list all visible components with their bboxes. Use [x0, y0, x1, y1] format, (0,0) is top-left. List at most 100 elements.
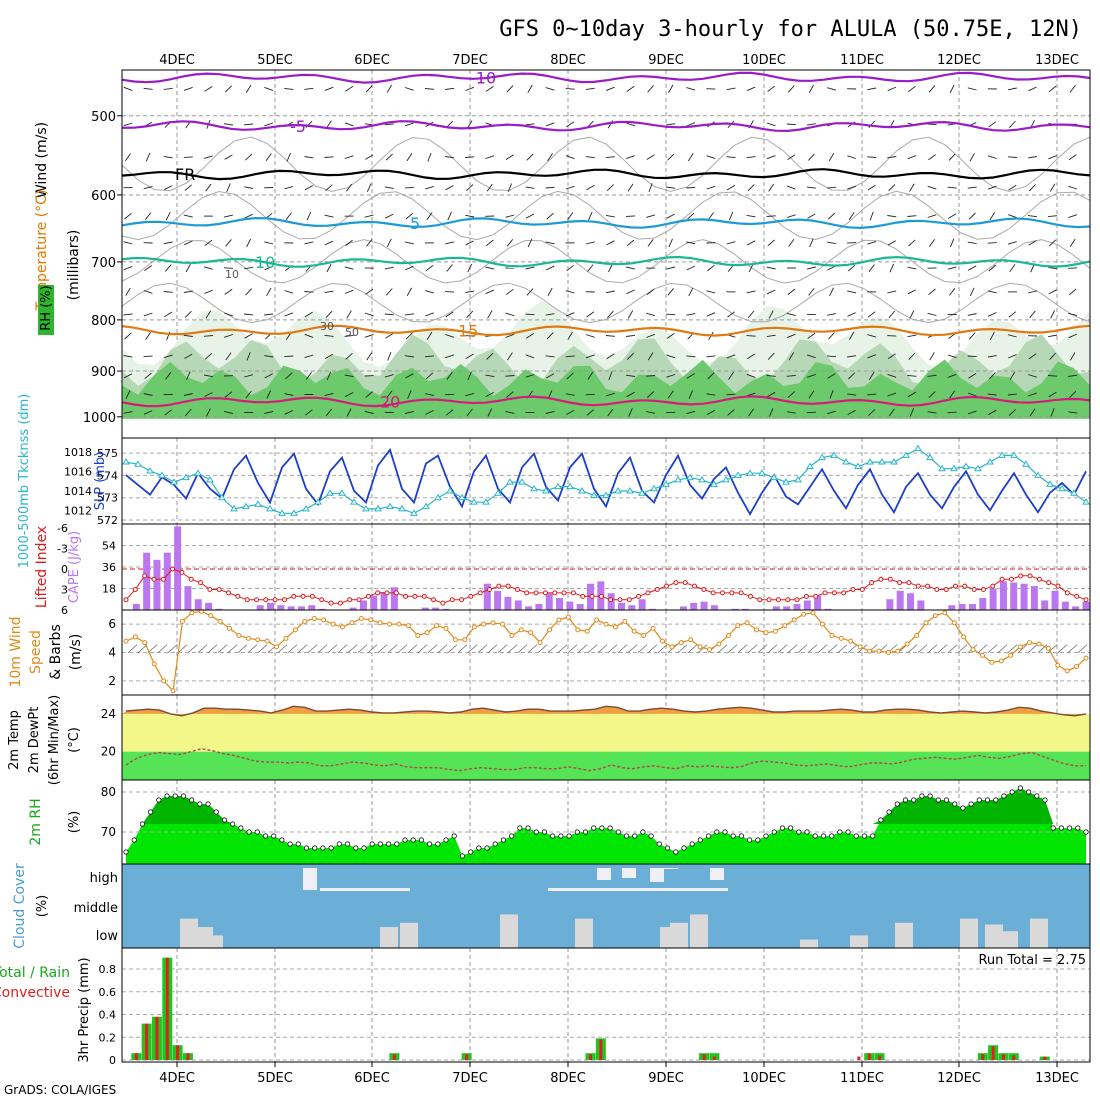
- lifted-index-point: [1037, 577, 1041, 581]
- lifted-index-point: [935, 588, 939, 592]
- rh-point: [764, 834, 768, 838]
- rh-point: [255, 830, 259, 834]
- wind-speed-point: [397, 622, 401, 626]
- surface-wind-barb: [258, 645, 267, 653]
- wind-speed-point: [529, 631, 533, 635]
- lifted-index-point: [599, 594, 603, 598]
- wind-speed-point: [152, 662, 156, 666]
- cape-bar: [1000, 581, 1007, 610]
- surface-wind-barb: [478, 645, 487, 653]
- wind-barb: [727, 394, 736, 395]
- cape-bar: [308, 605, 315, 610]
- rh-point: [321, 846, 325, 850]
- rh-point: [485, 846, 489, 850]
- rh-point: [1067, 826, 1071, 830]
- wind-speed-point: [1084, 656, 1088, 660]
- wind-barb: [627, 86, 634, 91]
- date-label-top: 13DEC: [1035, 53, 1079, 68]
- wind-speed-point: [632, 629, 636, 633]
- cape-bar: [153, 560, 160, 610]
- wind-barb: [124, 242, 133, 244]
- rh-point: [140, 822, 144, 826]
- wind-barb: [606, 291, 615, 293]
- cloud-high-block: [597, 868, 611, 880]
- cloud-high-block: [303, 868, 317, 890]
- lifted-index-point: [310, 594, 314, 598]
- rh-point: [1010, 790, 1014, 794]
- wind-barb: [608, 121, 613, 129]
- wind-barb: [1029, 184, 1035, 191]
- wind-barb: [164, 242, 173, 244]
- precip-convective-bar: [868, 1053, 871, 1060]
- wind-barb: [285, 313, 293, 316]
- precip-convective-bar: [857, 1057, 860, 1060]
- rh-point: [559, 834, 563, 838]
- cape-bar: [804, 600, 811, 610]
- y-axis-label: Wind (m/s): [34, 122, 50, 198]
- wind-barb: [727, 157, 736, 158]
- surface-wind-barb: [508, 645, 517, 653]
- wind-barb: [887, 291, 896, 293]
- wind-speed-point: [566, 615, 570, 619]
- surface-wind-barb: [818, 645, 827, 653]
- wind-barb: [486, 240, 493, 246]
- surface-wind-barb: [468, 645, 477, 653]
- wind-barb: [225, 289, 232, 294]
- rh-point: [378, 842, 382, 846]
- wind-speed-point: [830, 634, 834, 638]
- wind-barb: [527, 154, 533, 160]
- wind-barb: [867, 88, 876, 90]
- wind-barb: [345, 267, 354, 269]
- wind-barb: [888, 241, 896, 245]
- wind-barb: [949, 288, 955, 295]
- wind-barb: [507, 239, 513, 246]
- lifted-index-point: [180, 570, 184, 574]
- wind-speed-point: [246, 636, 250, 640]
- wind-barb: [566, 291, 575, 293]
- lifted-index-point: [758, 598, 762, 602]
- wind-barb: [326, 311, 332, 318]
- wind-barb: [206, 184, 211, 191]
- wind-barb: [126, 288, 131, 296]
- precip-convective-bar: [155, 1017, 158, 1060]
- wind-speed-point: [679, 641, 683, 645]
- wind-speed-point: [613, 625, 617, 629]
- wind-barb: [325, 87, 333, 90]
- lifted-index-point: [161, 577, 165, 581]
- surface-wind-barb: [978, 645, 987, 653]
- cape-bar: [783, 606, 790, 610]
- data-point: [255, 501, 261, 506]
- cloud-high-block: [622, 868, 636, 878]
- lifted-index-point: [581, 594, 585, 598]
- lifted-index-point: [133, 588, 137, 592]
- y-axis-label: RH (%): [39, 285, 54, 330]
- lifted-index-point: [832, 591, 836, 595]
- cape-bar: [143, 553, 150, 610]
- wind-barb: [887, 336, 896, 337]
- cape-bar: [990, 589, 997, 611]
- wind-barb: [948, 187, 957, 188]
- wind-barb: [445, 88, 454, 89]
- wind-speed-point: [237, 634, 241, 638]
- cape-bar: [886, 599, 893, 610]
- wind-barb: [305, 186, 313, 190]
- wind-barb: [367, 184, 371, 192]
- date-label-bottom: 5DEC: [257, 1071, 293, 1086]
- lifted-index-point: [143, 574, 147, 578]
- rh-point: [419, 838, 423, 842]
- wind-speed-point: [726, 634, 730, 638]
- footer-credit: GrADS: COLA/IGES: [4, 1083, 116, 1097]
- wind-barb: [445, 157, 454, 158]
- wind-barb: [1028, 157, 1037, 158]
- wind-barb: [366, 86, 372, 93]
- rh-contour-label: 10: [225, 268, 239, 281]
- rh-point: [772, 830, 776, 834]
- lifted-index-point: [721, 591, 725, 595]
- cape-bar: [1083, 602, 1090, 610]
- wind-speed-point: [463, 638, 467, 642]
- wind-barb: [606, 241, 614, 245]
- lifted-index-point: [1047, 581, 1051, 585]
- wind-speed-point: [500, 622, 504, 626]
- wind-barb: [647, 289, 654, 294]
